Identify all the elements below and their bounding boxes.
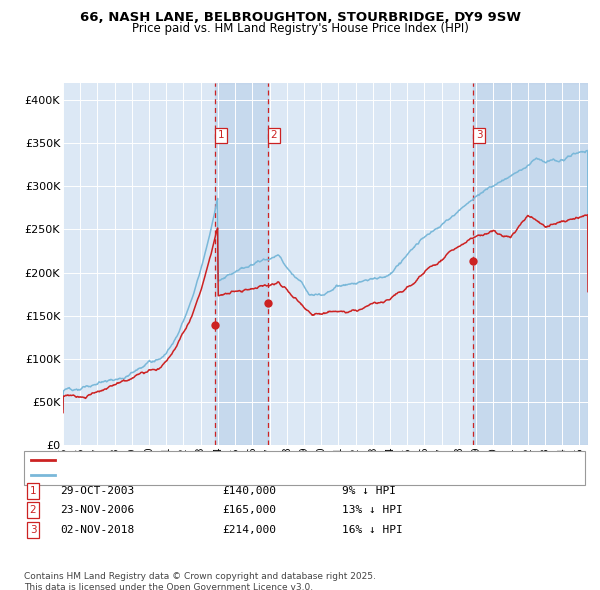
Text: 16% ↓ HPI: 16% ↓ HPI <box>342 525 403 535</box>
Text: 23-NOV-2006: 23-NOV-2006 <box>60 506 134 515</box>
Bar <box>473 83 588 445</box>
Text: 2: 2 <box>271 130 277 140</box>
Text: £214,000: £214,000 <box>222 525 276 535</box>
Text: 2: 2 <box>29 506 37 515</box>
Text: 29-OCT-2003: 29-OCT-2003 <box>60 486 134 496</box>
Text: £140,000: £140,000 <box>222 486 276 496</box>
Text: 1: 1 <box>29 486 37 496</box>
Text: 13% ↓ HPI: 13% ↓ HPI <box>342 506 403 515</box>
Text: 66, NASH LANE, BELBROUGHTON, STOURBRIDGE, DY9 9SW: 66, NASH LANE, BELBROUGHTON, STOURBRIDGE… <box>79 11 521 24</box>
Bar <box>215 83 268 445</box>
Text: 1: 1 <box>218 130 224 140</box>
Text: HPI: Average price, semi-detached house, Bromsgrove: HPI: Average price, semi-detached house,… <box>59 470 325 480</box>
Text: Contains HM Land Registry data © Crown copyright and database right 2025.
This d: Contains HM Land Registry data © Crown c… <box>24 572 376 590</box>
Text: Price paid vs. HM Land Registry's House Price Index (HPI): Price paid vs. HM Land Registry's House … <box>131 22 469 35</box>
Text: 66, NASH LANE, BELBROUGHTON, STOURBRIDGE, DY9 9SW (semi-detached house): 66, NASH LANE, BELBROUGHTON, STOURBRIDGE… <box>59 455 467 466</box>
Text: 3: 3 <box>29 525 37 535</box>
Text: 3: 3 <box>476 130 482 140</box>
Text: £165,000: £165,000 <box>222 506 276 515</box>
Text: 9% ↓ HPI: 9% ↓ HPI <box>342 486 396 496</box>
Text: 02-NOV-2018: 02-NOV-2018 <box>60 525 134 535</box>
